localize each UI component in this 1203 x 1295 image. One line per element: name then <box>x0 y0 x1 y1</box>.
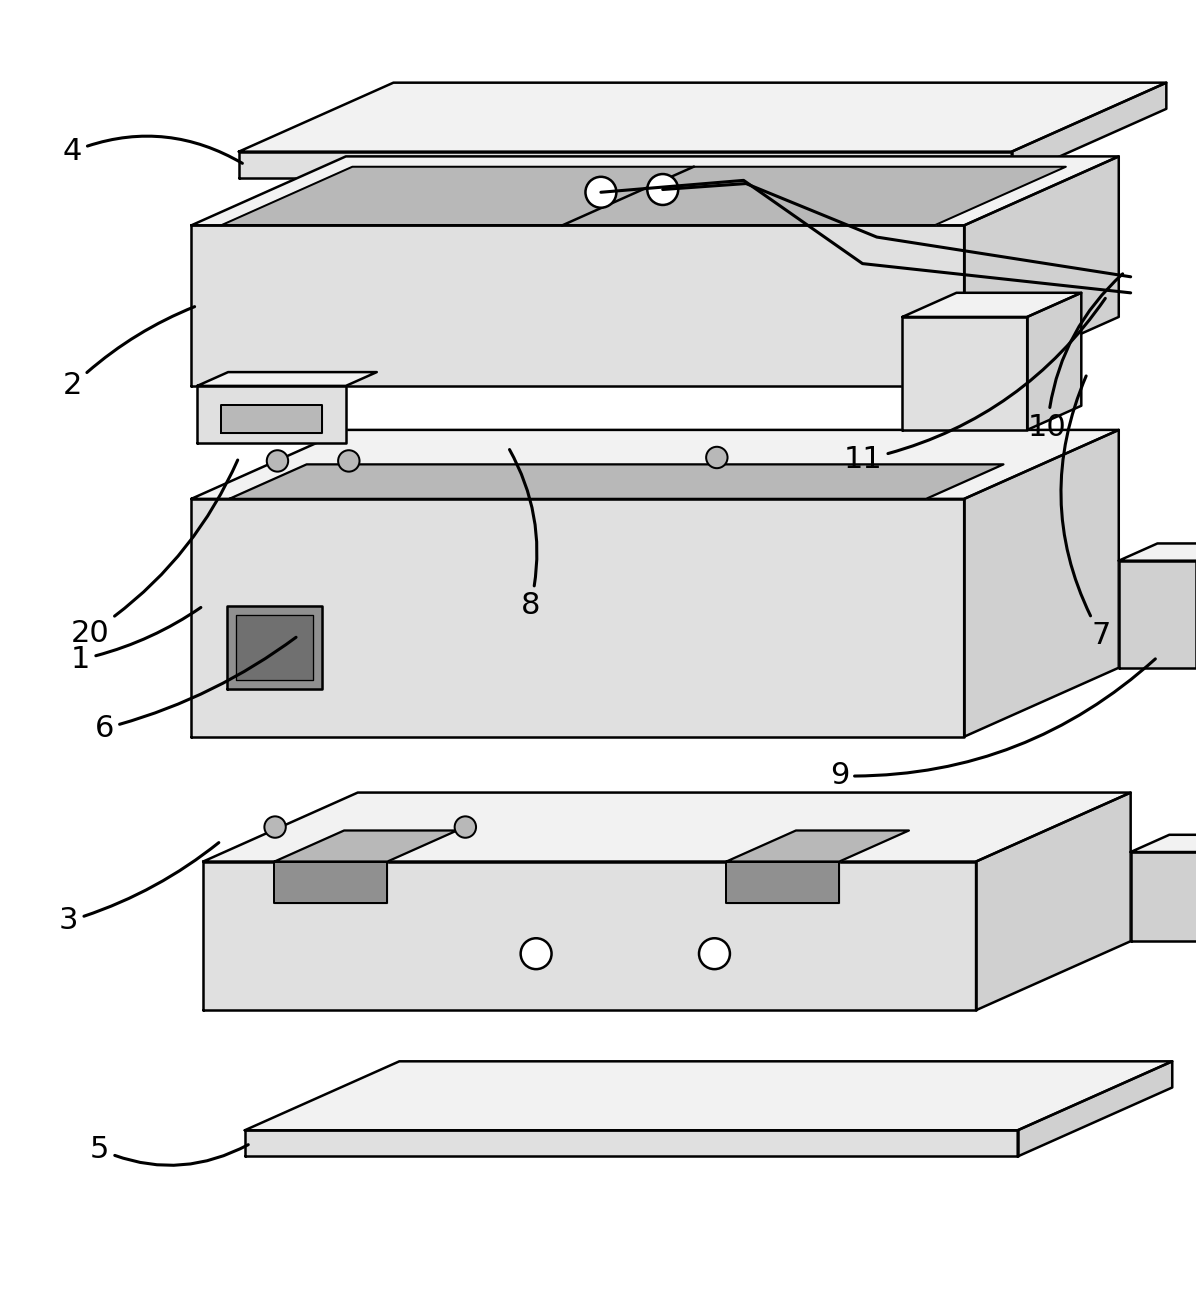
Polygon shape <box>191 225 964 386</box>
Circle shape <box>265 816 286 838</box>
Circle shape <box>647 174 678 205</box>
Circle shape <box>586 177 616 207</box>
Text: 10: 10 <box>1029 273 1122 442</box>
Polygon shape <box>191 157 1119 225</box>
Circle shape <box>521 939 551 969</box>
Polygon shape <box>239 83 1167 152</box>
Text: 9: 9 <box>830 659 1155 790</box>
Polygon shape <box>244 1131 1018 1156</box>
Text: 8: 8 <box>510 449 540 620</box>
Polygon shape <box>1018 1062 1172 1156</box>
Polygon shape <box>221 405 322 434</box>
Polygon shape <box>197 372 377 386</box>
Polygon shape <box>1119 544 1203 561</box>
Text: 11: 11 <box>843 298 1106 474</box>
Polygon shape <box>244 1062 1172 1131</box>
Polygon shape <box>964 430 1119 737</box>
Polygon shape <box>221 167 1066 225</box>
Polygon shape <box>227 606 322 689</box>
Polygon shape <box>964 157 1119 386</box>
Circle shape <box>455 816 476 838</box>
Text: 5: 5 <box>90 1134 248 1166</box>
Polygon shape <box>727 830 909 861</box>
Text: 4: 4 <box>63 136 242 166</box>
Polygon shape <box>191 430 1119 499</box>
Text: 1: 1 <box>71 607 201 673</box>
Polygon shape <box>203 793 1131 861</box>
Polygon shape <box>239 152 1012 177</box>
Polygon shape <box>274 861 387 903</box>
Polygon shape <box>1119 561 1196 668</box>
Polygon shape <box>237 615 313 680</box>
Circle shape <box>699 939 730 969</box>
Text: 7: 7 <box>1061 376 1110 650</box>
Polygon shape <box>191 499 964 737</box>
Polygon shape <box>1012 83 1167 177</box>
Circle shape <box>338 451 360 471</box>
Polygon shape <box>1027 293 1081 430</box>
Text: 2: 2 <box>63 307 195 400</box>
Polygon shape <box>902 317 1027 430</box>
Polygon shape <box>1131 835 1203 852</box>
Polygon shape <box>902 293 1081 317</box>
Circle shape <box>267 451 289 471</box>
Polygon shape <box>976 793 1131 1010</box>
Polygon shape <box>203 861 976 1010</box>
Polygon shape <box>230 465 1003 499</box>
Polygon shape <box>197 386 345 443</box>
Circle shape <box>706 447 728 469</box>
Text: 3: 3 <box>59 843 219 935</box>
Polygon shape <box>1131 852 1203 941</box>
Text: 6: 6 <box>95 637 296 743</box>
Polygon shape <box>727 861 840 903</box>
Text: 20: 20 <box>71 460 238 648</box>
Polygon shape <box>274 830 457 861</box>
